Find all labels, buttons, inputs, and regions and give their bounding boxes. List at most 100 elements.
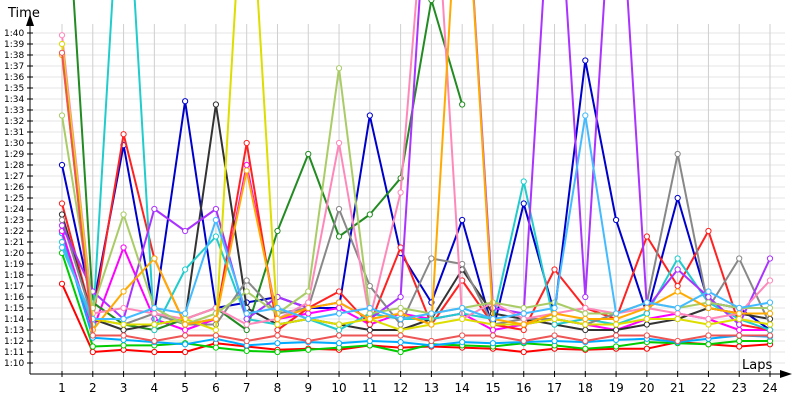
data-point: [520, 348, 527, 356]
series-line-11: [61, 0, 771, 326]
data-point: [612, 310, 620, 317]
x-tick-label: 15: [485, 381, 500, 395]
data-point: [459, 101, 466, 108]
data-point: [520, 178, 527, 185]
data-point: [674, 282, 681, 290]
data-point: [366, 332, 373, 339]
data-point: [335, 310, 343, 317]
data-point: [643, 304, 650, 312]
data-point: [736, 304, 743, 312]
y-tick-label: 1:35: [4, 84, 24, 94]
y-tick-label: 1:28: [4, 161, 24, 171]
data-point: [674, 194, 681, 202]
x-tick-label: 18: [578, 381, 593, 395]
data-point: [520, 200, 527, 207]
data-point: [612, 326, 620, 334]
x-tick-label: 14: [455, 381, 470, 395]
series-line-1: [61, 283, 771, 353]
data-point: [366, 282, 373, 290]
data-point: [305, 150, 312, 158]
data-point: [212, 315, 220, 323]
data-point: [582, 310, 589, 317]
data-point: [366, 315, 373, 323]
x-tick-label: 1: [58, 381, 66, 395]
data-point: [182, 332, 189, 339]
data-point: [489, 326, 497, 334]
data-point: [489, 321, 497, 328]
data-point: [582, 293, 589, 301]
data-point: [736, 326, 743, 334]
data-point: [366, 211, 373, 218]
data-point: [243, 310, 250, 317]
x-tick-label: 20: [639, 381, 654, 395]
data-point: [520, 315, 527, 323]
data-point: [397, 189, 404, 196]
data-point: [212, 332, 220, 339]
y-tick-label: 1:26: [4, 183, 24, 193]
y-tick-label: 1:17: [4, 282, 24, 292]
y-tick-label: 1:18: [4, 271, 24, 281]
data-point: [520, 326, 527, 334]
data-point: [551, 304, 558, 312]
data-point: [366, 310, 373, 317]
data-point: [397, 326, 404, 334]
data-point: [459, 315, 466, 323]
x-tick-label: 13: [424, 381, 439, 395]
x-tick-label: 4: [151, 381, 159, 395]
data-point: [459, 339, 466, 346]
data-point: [428, 0, 435, 4]
data-point: [58, 32, 66, 39]
data-point: [151, 337, 158, 345]
data-point: [58, 161, 66, 169]
data-point: [243, 277, 250, 284]
data-point: [643, 315, 650, 323]
series-line-13: [61, 0, 771, 331]
series-line-12: [61, 0, 771, 326]
data-point: [397, 293, 404, 301]
data-point: [274, 321, 281, 328]
data-point: [274, 348, 281, 356]
y-tick-label: 1:31: [4, 128, 24, 138]
data-point: [120, 288, 127, 295]
data-point: [705, 341, 712, 348]
data-point: [335, 332, 343, 339]
data-point: [243, 337, 250, 345]
series-line-16: [61, 114, 771, 320]
data-point: [736, 332, 743, 339]
y-axis-arrow: [26, 14, 34, 26]
data-point: [766, 255, 774, 262]
data-point: [612, 321, 620, 328]
data-point: [335, 205, 343, 213]
x-tick-label: 9: [304, 381, 312, 395]
data-point: [397, 348, 404, 356]
data-point: [582, 337, 589, 345]
data-point: [212, 326, 220, 334]
data-point: [120, 131, 127, 138]
data-point: [643, 332, 650, 339]
data-point: [120, 315, 127, 323]
y-tick-label: 1:40: [4, 29, 24, 39]
data-point: [274, 340, 281, 347]
data-point: [674, 315, 681, 323]
data-point: [397, 321, 404, 328]
data-point: [151, 205, 158, 213]
data-point: [335, 299, 343, 306]
data-point: [766, 304, 774, 312]
data-point: [397, 244, 404, 251]
data-point: [459, 304, 466, 312]
tick-layer: 1:101:111:121:131:141:151:161:171:181:19…: [4, 29, 778, 395]
data-point: [182, 266, 189, 273]
data-point: [182, 326, 189, 334]
data-point: [212, 101, 220, 108]
data-point: [366, 321, 373, 328]
data-point: [551, 337, 558, 345]
data-point: [151, 348, 158, 356]
data-point: [120, 304, 127, 312]
y-axis-title: Time: [7, 6, 40, 21]
data-point: [89, 343, 96, 350]
data-point: [397, 315, 404, 323]
series-line-4: [61, 59, 771, 331]
y-tick-label: 1:13: [4, 326, 24, 336]
data-point: [736, 310, 743, 317]
data-point: [612, 343, 620, 350]
